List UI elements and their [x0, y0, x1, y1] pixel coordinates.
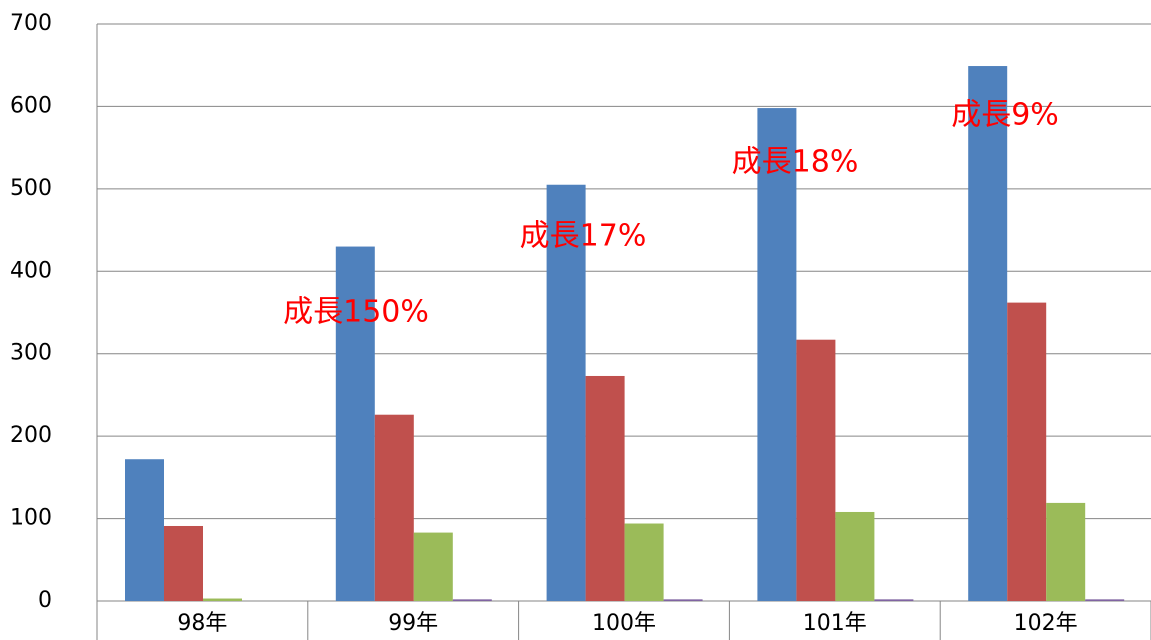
y-tick-label: 500: [10, 176, 52, 201]
annotation: 成長150%: [283, 295, 429, 330]
y-tick-label: 100: [10, 506, 52, 531]
bar: [164, 525, 203, 601]
y-tick-label: 400: [10, 258, 52, 283]
y-tick-label: 300: [10, 341, 52, 366]
y-tick-label: 0: [38, 588, 52, 613]
bar: [968, 66, 1008, 601]
y-tick-label: 200: [10, 423, 52, 448]
y-tick-label: 600: [10, 93, 52, 118]
y-tick-label: 700: [10, 11, 52, 36]
x-tick-label: 100年: [592, 611, 656, 636]
annotation: 成長9%: [951, 98, 1059, 133]
bar: [452, 599, 492, 601]
bar: [1007, 302, 1047, 601]
bar: [585, 375, 625, 601]
bar: [413, 532, 453, 601]
x-tick-label: 101年: [803, 611, 867, 636]
x-tick-label: 102年: [1014, 611, 1078, 636]
bar: [757, 108, 797, 601]
bar: [1046, 502, 1086, 601]
bar: [374, 414, 414, 601]
bar: [624, 523, 664, 601]
annotation: 成長18%: [732, 145, 859, 180]
bar: [1085, 599, 1125, 601]
bar: [335, 246, 375, 602]
bar: [835, 511, 875, 601]
bar: [874, 599, 914, 601]
bar: [125, 459, 164, 601]
annotation: 成長17%: [520, 219, 647, 254]
bar: [663, 599, 703, 601]
x-tick-label: 98年: [177, 611, 227, 636]
bar: [203, 598, 242, 601]
bar: [546, 184, 586, 601]
x-tick-label: 99年: [388, 611, 438, 636]
bar: [796, 339, 836, 601]
